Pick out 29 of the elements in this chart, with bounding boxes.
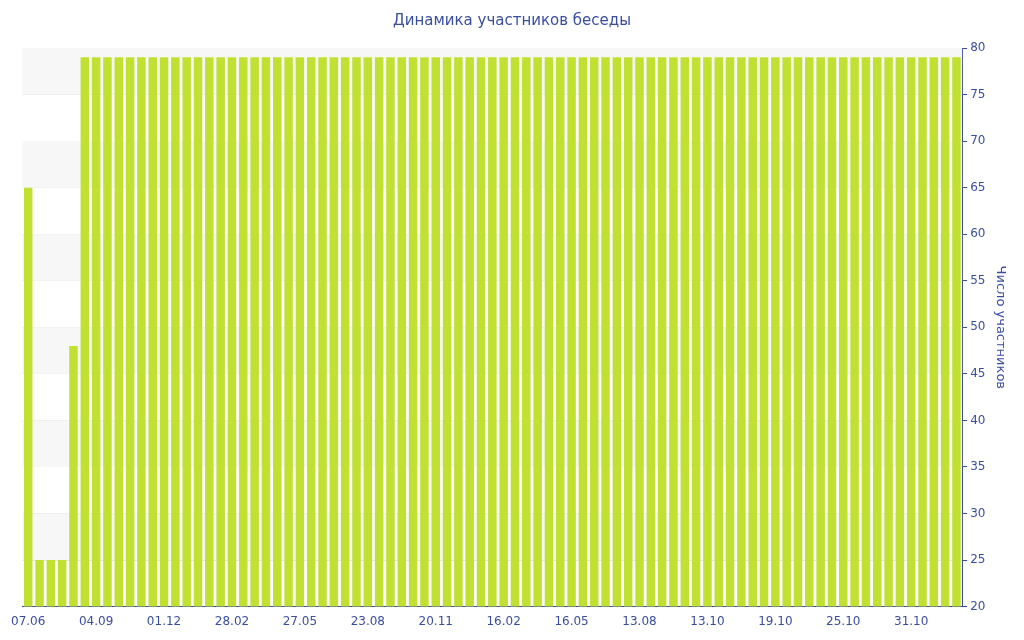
y-tick-label: 30 [970, 505, 986, 520]
y-tick-label: 40 [970, 412, 986, 427]
y-tick-label: 75 [970, 86, 986, 101]
y-tick-label: 60 [970, 226, 986, 241]
y-tick-label: 70 [970, 133, 986, 148]
y-tick-label: 20 [970, 598, 986, 613]
x-tick-label: 16.05 [554, 613, 589, 628]
x-tick-label: 07.06 [11, 613, 46, 628]
y-axis-title: Число участников [993, 265, 1009, 389]
y-tick-label: 35 [970, 459, 986, 474]
x-tick-label: 13.08 [622, 613, 657, 628]
x-tick-label: 27.05 [282, 613, 318, 628]
x-tick-label: 19.10 [758, 613, 793, 628]
x-tick-label: 28.02 [214, 613, 250, 628]
y-tick-label: 25 [970, 552, 986, 567]
x-tick-label: 04.09 [78, 613, 114, 628]
y-tick-label: 80 [970, 40, 986, 55]
y-tick-label: 55 [970, 272, 986, 287]
x-tick-label: 23.08 [350, 613, 385, 628]
x-tick-label: 13.10 [690, 613, 725, 628]
x-tick-label: 25.10 [826, 613, 861, 628]
x-tick-label: 01.12 [146, 613, 182, 628]
y-tick-label: 45 [970, 365, 986, 380]
chart-title: Динамика участников беседы [392, 10, 632, 29]
y-tick-label: 65 [970, 179, 986, 194]
x-tick-label: 16.02 [486, 613, 521, 628]
y-tick-label: 50 [970, 319, 986, 334]
x-tick-label: 31.10 [894, 613, 929, 628]
x-tick-label: 20.11 [418, 613, 453, 628]
